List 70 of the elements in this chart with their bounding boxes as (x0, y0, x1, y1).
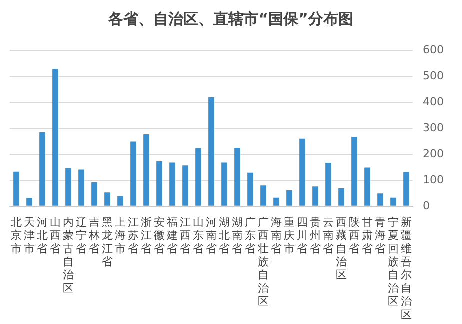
x-tick-label: 青海省 (375, 216, 386, 256)
x-tick-label: 黑龙江省 (102, 216, 113, 268)
x-tick-label: 内蒙古自治区 (63, 216, 74, 295)
y-tick-label: 400 (423, 95, 444, 108)
bar (66, 168, 72, 206)
bar (196, 148, 202, 206)
y-tick-label: 100 (423, 173, 444, 186)
bar (260, 186, 266, 206)
x-tick-label: 甘肃省 (362, 216, 374, 256)
x-tick-label: 天津市 (24, 216, 35, 256)
x-tick-label: 江西省 (180, 216, 191, 256)
bar (170, 162, 176, 206)
bar (156, 161, 162, 206)
bar (300, 138, 306, 206)
bar (40, 132, 46, 206)
x-tick-label: 河北省 (37, 216, 48, 256)
bar (286, 190, 292, 206)
chart-title: 各省、自治区、直辖市“国保”分布图 (108, 10, 354, 30)
bar (208, 97, 214, 206)
x-tick-label: 四川省 (297, 216, 308, 256)
x-tick-label: 山东省 (193, 216, 204, 256)
bar (14, 172, 20, 206)
x-tick-label: 山西省 (50, 216, 61, 256)
bar (26, 198, 32, 206)
x-tick-label: 云南省 (323, 216, 334, 256)
bar (78, 170, 84, 206)
x-tick-label: 湖北省 (219, 216, 230, 256)
y-tick-label: 500 (423, 69, 444, 82)
x-tick-label: 辽宁省 (76, 216, 87, 256)
x-tick-label: 广东省 (245, 216, 256, 256)
x-tick-label: 广西壮族自治区 (257, 216, 270, 308)
bar (364, 168, 370, 206)
bar (118, 196, 124, 206)
bar (338, 188, 344, 206)
bar (130, 142, 136, 206)
x-tick-label: 新疆维吾尔自治区 (401, 216, 412, 322)
x-tick-label: 陕西省 (349, 216, 360, 256)
bar (312, 186, 318, 206)
bar (274, 198, 280, 206)
bar (248, 172, 254, 206)
x-tick-label: 江苏省 (128, 216, 139, 256)
x-tick-label: 上海市 (115, 216, 126, 256)
x-tick-label: 西藏自治区 (336, 216, 348, 282)
bar (92, 182, 98, 206)
bar (144, 134, 150, 206)
x-tick-label: 海南省 (271, 216, 282, 256)
x-tick-label: 吉林省 (88, 216, 100, 256)
x-tick-label: 安徽省 (154, 216, 165, 256)
y-tick-label: 200 (423, 147, 444, 160)
x-tick-label: 湖南省 (232, 216, 243, 256)
y-tick-label: 300 (423, 121, 444, 134)
y-tick-label: 0 (423, 199, 430, 212)
x-tick-label: 河南省 (206, 216, 217, 256)
bar (326, 163, 332, 206)
x-tick-label: 贵州省 (310, 216, 322, 256)
x-tick-label: 福建省 (166, 216, 178, 256)
bar (404, 172, 410, 206)
y-tick-label: 600 (423, 43, 444, 56)
bar (182, 166, 188, 206)
x-tick-label: 北京市 (11, 216, 22, 256)
bar (234, 148, 240, 206)
bar (378, 194, 384, 206)
bar (390, 198, 396, 206)
x-tick-label: 宁夏回族自治区 (388, 216, 400, 308)
bar (104, 192, 110, 206)
x-tick-label: 重庆市 (284, 216, 296, 256)
bar (52, 69, 58, 206)
x-tick-label: 浙江省 (141, 216, 152, 256)
bar (352, 137, 358, 206)
bar (222, 162, 228, 206)
